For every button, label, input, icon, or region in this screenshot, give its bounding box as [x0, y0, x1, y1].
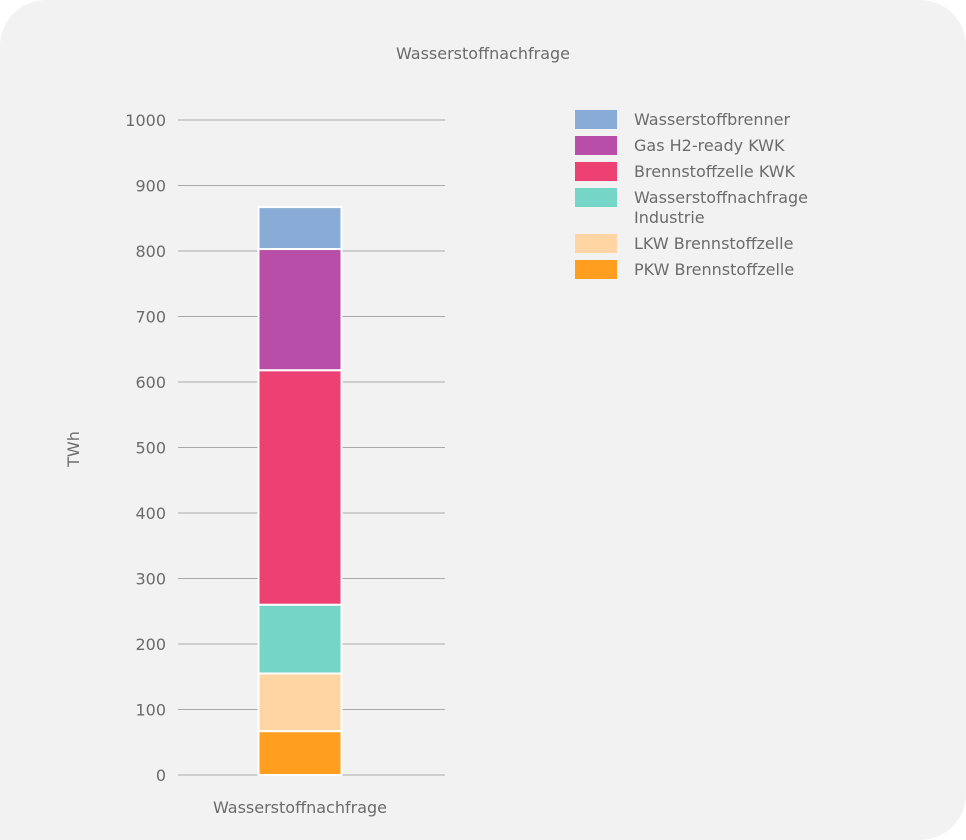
legend-swatch — [575, 110, 617, 129]
y-tick-label: 300 — [135, 570, 166, 589]
legend-label: Wasserstoffnachfrage Industrie — [634, 188, 809, 227]
legend-swatch — [575, 188, 617, 207]
y-tick-label: 0 — [156, 766, 166, 785]
y-tick-label: 800 — [135, 242, 166, 261]
legend-swatch — [575, 136, 617, 155]
y-tick-label: 1000 — [125, 111, 166, 130]
legend-label: PKW Brennstoffzelle — [634, 260, 795, 279]
bar-segment — [257, 248, 343, 372]
legend-swatch — [575, 260, 617, 279]
x-tick-label: Wasserstoffnachfrage — [213, 798, 387, 817]
x-tick-labels: Wasserstoffnachfrage — [213, 798, 387, 817]
y-tick-label: 700 — [135, 308, 166, 327]
legend-swatch — [575, 234, 617, 253]
bar-segment — [257, 206, 343, 251]
bar-segment — [257, 603, 343, 675]
legend-label: LKW Brennstoffzelle — [634, 234, 794, 253]
legend-item: Wasserstoffnachfrage Industrie — [575, 188, 895, 228]
bar-segment — [257, 730, 343, 776]
y-tick-label: 200 — [135, 635, 166, 654]
legend: Wasserstoffbrenner Gas H2-ready KWK Brenns… — [575, 110, 895, 286]
legend-label: Wasserstoffbrenner — [634, 110, 791, 129]
legend-swatch — [575, 162, 617, 181]
y-axis-label: TWh — [64, 431, 83, 468]
y-tick-label: 600 — [135, 373, 166, 392]
legend-item: PKW Brennstoffzelle — [575, 260, 895, 280]
y-tick-labels: 0 100 200 300 400 500 600 700 800 900 1000 — [125, 111, 166, 785]
legend-item: Gas H2-ready KWK — [575, 136, 895, 156]
legend-item: LKW Brennstoffzelle — [575, 234, 895, 254]
y-tick-label: 100 — [135, 701, 166, 720]
legend-label: Gas H2-ready KWK — [634, 136, 785, 155]
legend-item: Brennstoffzelle KWK — [575, 162, 895, 182]
chart-title: Wasserstoffnachfrage — [395, 44, 570, 63]
bar-segments — [257, 206, 343, 776]
legend-item: Wasserstoffbrenner — [575, 110, 895, 130]
y-tick-label: 500 — [135, 439, 166, 458]
legend-label: Brennstoffzelle KWK — [634, 162, 796, 181]
y-tick-label: 400 — [135, 504, 166, 523]
bar-segment — [257, 369, 343, 606]
y-tick-label: 900 — [135, 177, 166, 196]
bar-segment — [257, 672, 343, 733]
